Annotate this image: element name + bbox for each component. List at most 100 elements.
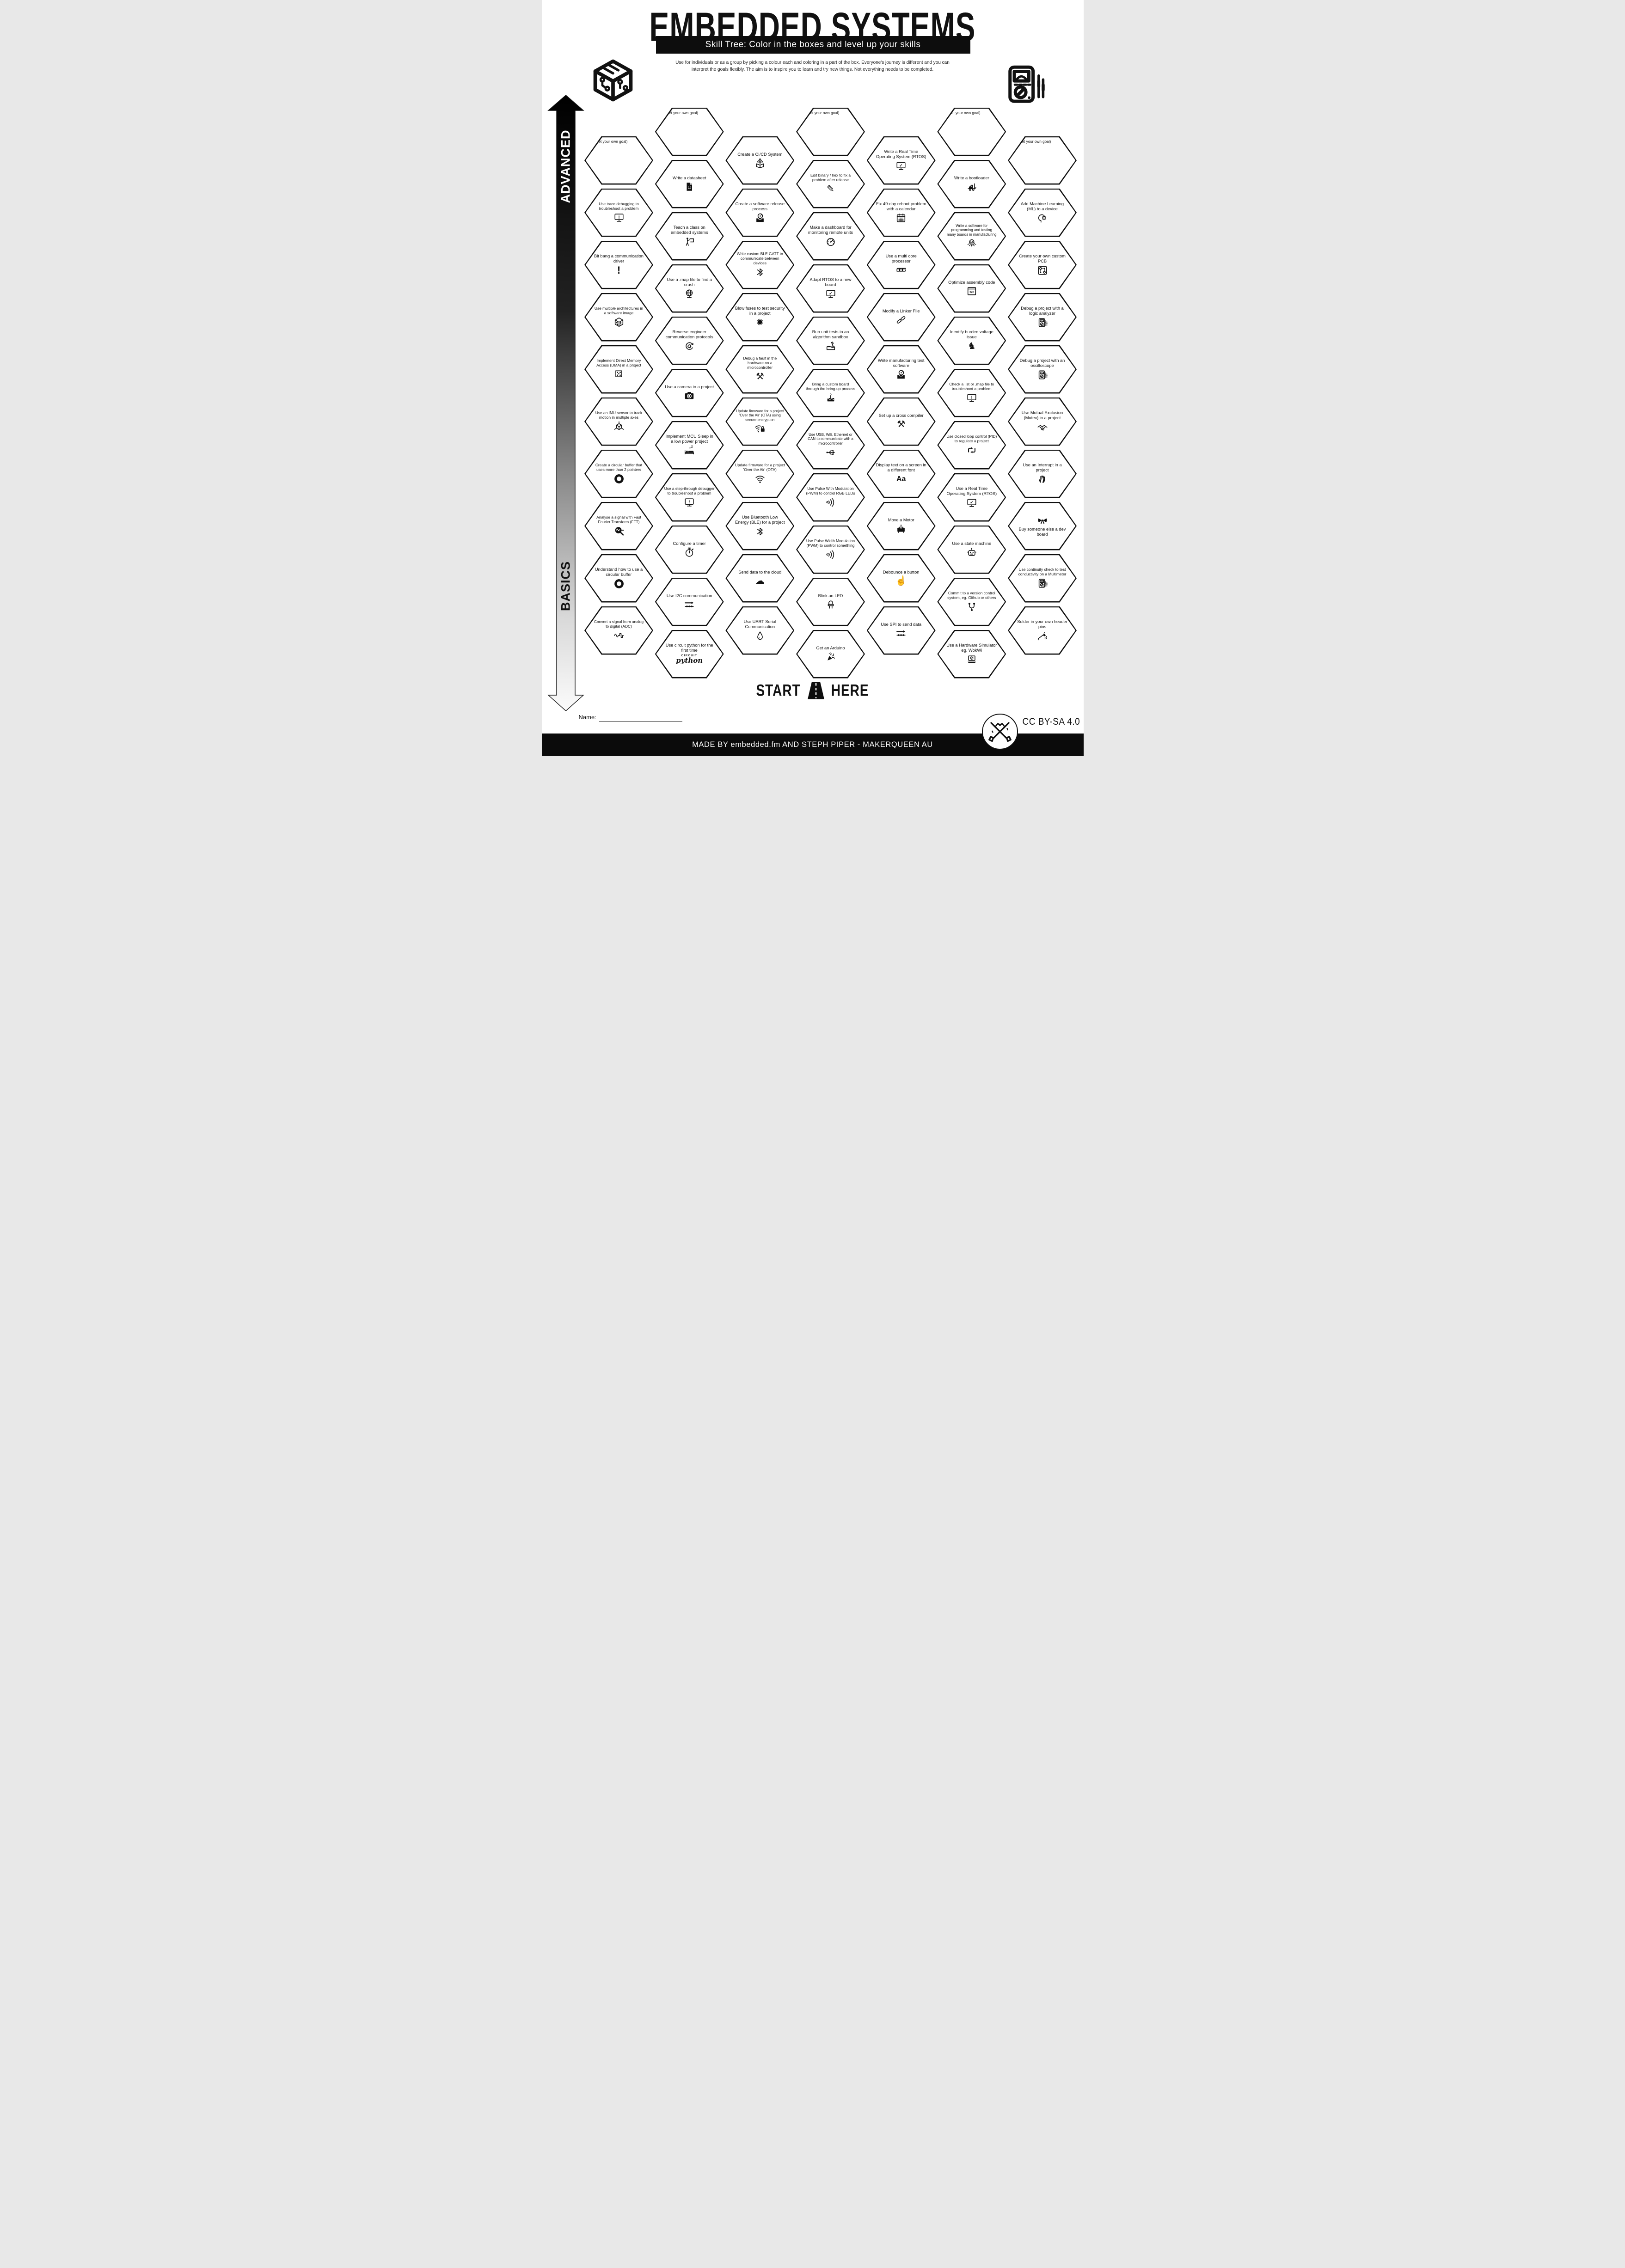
hand-icon [1037, 474, 1048, 485]
skill-hex-implement-direct-memory-access-dma-in-a-[interactable]: Implement Direct Memory Access (DMA) in … [584, 345, 653, 394]
skill-hex-convert-a-signal-from-analog-to-digital-[interactable]: Convert a signal from analog to digital … [584, 606, 653, 655]
skill-hex-write-custom-ble-gatt-to-communicate-bet[interactable]: Write custom BLE GATT to communicate bet… [725, 240, 795, 289]
skill-hex-create-a-ci-cd-system[interactable]: Create a CI/CD System [725, 136, 795, 185]
skill-hex-write-a-datasheet[interactable]: Write a datasheet [655, 159, 724, 208]
skill-hex-use-pulse-width-modulation-pwm-to-contro[interactable]: Use Pulse Width Modulation (PWM) to cont… [796, 525, 865, 574]
skill-hex-use-pulse-with-modulation-pwm-to-control[interactable]: Use Pulse With Modulation (PWM) to contr… [796, 473, 865, 522]
skill-hex-move-a-motor[interactable]: Move a Motor [866, 501, 936, 550]
circuit-cube-logo-icon [590, 56, 636, 104]
skill-hex-add-machine-learning-ml-to-a-device[interactable]: Add Machine Learning (ML) to a device [1008, 188, 1077, 237]
skill-hex-optimize-assembly-code[interactable]: Optimize assembly code </> [937, 264, 1006, 313]
skill-hex-write-a-software-for-programming-and-tes[interactable]: Write a software for programming and tes… [937, 212, 1006, 261]
skill-hex-blow-fuses-to-test-security-in-a-project[interactable]: Blow fuses to test security in a project… [725, 293, 795, 342]
skill-hex-modify-a-linker-file[interactable]: Modify a Linker File [866, 293, 936, 342]
skill-hex-debug-a-project-with-a-logic-analyzer[interactable]: Debug a project with a logic analyzer [1008, 293, 1077, 342]
skill-hex-teach-a-class-on-embedded-systems[interactable]: Teach a class on embedded systems [655, 212, 724, 261]
usb-icon [825, 446, 836, 458]
camera-icon [684, 390, 695, 401]
skill-hex-use-spi-to-send-data[interactable]: Use SPI to send data [866, 606, 936, 655]
hex-inner: Optimize assembly code </> [938, 265, 1005, 312]
skill-hex-analyse-a-signal-with-fast-fourier-trans[interactable]: Analyse a signal with Fast Fourier Trans… [584, 501, 653, 550]
skill-hex-check-a-lst-or-map-file-to-troubleshoot-[interactable]: Check a .lst or .map file to troubleshoo… [937, 368, 1006, 417]
skill-hex-run-unit-tests-in-an-algorithm-sandbox[interactable]: Run unit tests in an algorithm sandbox [796, 316, 865, 365]
skill-hex-identify-burden-voltage-issue[interactable]: Identify burden voltage issue ♞ [937, 316, 1006, 365]
skill-hex-goal-c2r1[interactable]: (set your own goal) [655, 107, 724, 156]
skill-hex-use-circuit-python-for-the-first-time[interactable]: Use circuit python for the first time CIR… [655, 630, 724, 679]
skill-label: Create your own custom PCB [1019, 254, 1066, 263]
skill-hex-edit-binary-hex-to-fix-a-problem-after-r[interactable]: Edit binary / hex to fix a problem after… [796, 159, 865, 208]
skill-hex-solder-in-your-own-header-pins[interactable]: Solder in your own header pins [1008, 606, 1077, 655]
hex-inner: Create a circular buffer that uses more … [585, 451, 652, 497]
skill-hex-debounce-a-button[interactable]: Debounce a button ☝ [866, 554, 936, 603]
wave-square-icon [613, 630, 625, 641]
skill-hex-use-multiple-architectures-in-a-software[interactable]: Use multiple architectures in a software… [584, 293, 653, 342]
skill-hex-create-a-circular-buffer-that-uses-more-[interactable]: Create a circular buffer that uses more … [584, 449, 653, 498]
skill-hex-use-bluetooth-low-energy-ble-for-a-proje[interactable]: Use Bluetooth Low Energy (BLE) for a pro… [725, 501, 795, 550]
skill-hex-adapt-rtos-to-a-new-board[interactable]: Adapt RTOS to a new board ✓ [796, 264, 865, 313]
skill-hex-create-your-own-custom-pcb[interactable]: Create your own custom PCB [1008, 240, 1077, 289]
skill-hex-buy-someone-else-a-dev-board[interactable]: Buy someone else a dev board [1008, 501, 1077, 550]
multimeter-logo-icon [1003, 63, 1048, 107]
skill-hex-use-closed-loop-control-pid-to-regulate-[interactable]: Use closed loop control (PID) to regulat… [937, 421, 1006, 470]
tools-icon: ⚒ [897, 419, 906, 430]
skill-hex-write-manufacturing-test-software[interactable]: Write manufacturing test software [866, 345, 936, 394]
cloud-icon: ☁ [755, 576, 765, 587]
skill-hex-use-i2c-communication[interactable]: Use I2C communication [655, 577, 724, 626]
skill-hex-send-data-to-the-cloud[interactable]: Send data to the cloud ☁ [725, 554, 795, 603]
skill-hex-goal-c7r1[interactable]: (set your own goal) [1008, 136, 1077, 185]
skill-hex-use-a-multi-core-processor[interactable]: Use a multi core processor [866, 240, 936, 289]
pencil-icon: ✎ [827, 183, 834, 194]
skill-hex-display-text-on-a-screen-in-a-different-[interactable]: Display text on a screen in a different … [866, 449, 936, 498]
skill-hex-use-a-real-time-operating-system-rtos[interactable]: Use a Real Time Operating System (RTOS) ✓ [937, 473, 1006, 522]
skill-hex-bit-bang-a-communication-driver[interactable]: Bit bang a communication driver! [584, 240, 653, 289]
footer-credit: MADE BY embedded.fm AND STEPH PIPER - MA… [692, 740, 933, 749]
skill-hex-configure-a-timer[interactable]: Configure a timer [655, 525, 724, 574]
skill-hex-commit-to-a-version-control-system-eg-gi[interactable]: Commit to a version control system, eg. … [937, 577, 1006, 626]
skill-hex-get-an-arduino[interactable]: Get an Arduino [796, 630, 865, 679]
skill-hex-debug-a-fault-in-the-hardware-on-a-micro[interactable]: Debug a fault in the hardware on a micro… [725, 345, 795, 394]
calendar-icon [895, 213, 907, 224]
skill-hex-use-a-step-through-debugger-to-troublesh[interactable]: Use a step-through debugger to troublesh… [655, 473, 724, 522]
monitor-exclaim-icon: ! [966, 392, 977, 403]
skill-hex-use-mutual-exclusion-mutex-in-a-project[interactable]: Use Mutual Exclusion (Mutex) in a projec… [1008, 397, 1077, 446]
skill-label: Solder in your own header pins [1017, 619, 1067, 629]
skill-hex-use-an-interrupt-in-a-project[interactable]: Use an Interrupt in a project [1008, 449, 1077, 498]
skill-hex-write-a-real-time-operating-system-rtos[interactable]: Write a Real Time Operating System (RTOS… [866, 136, 936, 185]
skill-hex-goal-c1r1[interactable]: (set your own goal) [584, 136, 653, 185]
hex-inner: Check a .lst or .map file to troubleshoo… [938, 370, 1005, 416]
skill-hex-use-a-state-machine[interactable]: Use a state machine [937, 525, 1006, 574]
skill-hex-implement-mcu-sleep-in-a-low-power-proje[interactable]: Implement MCU Sleep in a low power proje… [655, 421, 724, 470]
skill-hex-goal-c4r1[interactable]: (set your own goal) [796, 107, 865, 156]
skill-hex-debug-a-project-with-an-oscilloscope[interactable]: Debug a project with an oscilloscope [1008, 345, 1077, 394]
skill-hex-use-uart-serial-communication[interactable]: Use UART Serial Communication [725, 606, 795, 655]
hex-inner: Solder in your own header pins [1009, 607, 1076, 654]
skill-hex-understand-how-to-use-a-circular-buffer[interactable]: Understand how to use a circular buffer [584, 554, 653, 603]
skill-hex-bring-a-custom-board-through-the-bring-u[interactable]: Bring a custom board through the bring-u… [796, 368, 865, 417]
skill-hex-reverse-engineer-communication-protocols[interactable]: Reverse engineer communication protocols [655, 316, 724, 365]
skill-hex-use-an-imu-sensor-to-track-motion-in-mul[interactable]: Use an IMU sensor to track motion in mul… [584, 397, 653, 446]
skill-hex-blink-an-led[interactable]: Blink an LED [796, 577, 865, 626]
skill-hex-goal-c6r1[interactable]: (set your own goal) [937, 107, 1006, 156]
skill-hex-use-continuity-check-to-test-conductivit[interactable]: Use continuity check to test conductivit… [1008, 554, 1077, 603]
skill-hex-use-a-camera-in-a-project[interactable]: Use a camera in a project [655, 368, 724, 417]
skill-hex-use-a-hardware-simulator-eg-wokwi[interactable]: Use a Hardware Simulator eg. WokWi [937, 630, 1006, 679]
skill-hex-fix-49-day-reboot-problem-with-a-calenda[interactable]: Fix 49-day reboot problem with a calenda… [866, 188, 936, 237]
license-text: CC BY-SA 4.0 [1022, 716, 1080, 727]
skill-label: Update firmware for a project 'Over the … [735, 463, 785, 472]
sandbox-icon [825, 341, 836, 352]
skill-hex-write-a-bootloader[interactable]: Write a bootloader [937, 159, 1006, 208]
advanced-axis-label: ADVANCED [558, 129, 572, 203]
skill-label: Run unit tests in an algorithm sandbox [812, 330, 849, 339]
skill-hex-use-trace-debugging-to-troubleshoot-a-pr[interactable]: Use trace debugging to troubleshoot a pr… [584, 188, 653, 237]
skill-hex-use-usb-wifi-ethernet-or-can-to-communic[interactable]: Use USB, Wifi, Ethernet or CAN to commun… [796, 421, 865, 470]
monitor-check-icon: ✓ [966, 497, 977, 508]
skill-label: Use trace debugging to troubleshoot a pr… [599, 202, 639, 211]
skill-hex-use-a-map-file-to-find-a-crash[interactable]: Use a .map file to find a crash [655, 264, 724, 313]
skill-hex-update-firmware-for-a-project-over-the-a[interactable]: Update firmware for a project 'Over the … [725, 397, 795, 446]
skill-hex-update-firmware-for-a-project-over-the-a[interactable]: Update firmware for a project 'Over the … [725, 449, 795, 498]
hex-inner: Use a state machine [938, 526, 1005, 573]
skill-hex-create-a-software-release-process[interactable]: Create a software release process [725, 188, 795, 237]
skill-hex-set-up-a-cross-compiler[interactable]: Set up a cross compiler ⚒ [866, 397, 936, 446]
skill-label: Configure a timer [673, 541, 706, 546]
skill-hex-make-a-dashboard-for-monitoring-remote-u[interactable]: Make a dashboard for monitoring remote u… [796, 212, 865, 261]
